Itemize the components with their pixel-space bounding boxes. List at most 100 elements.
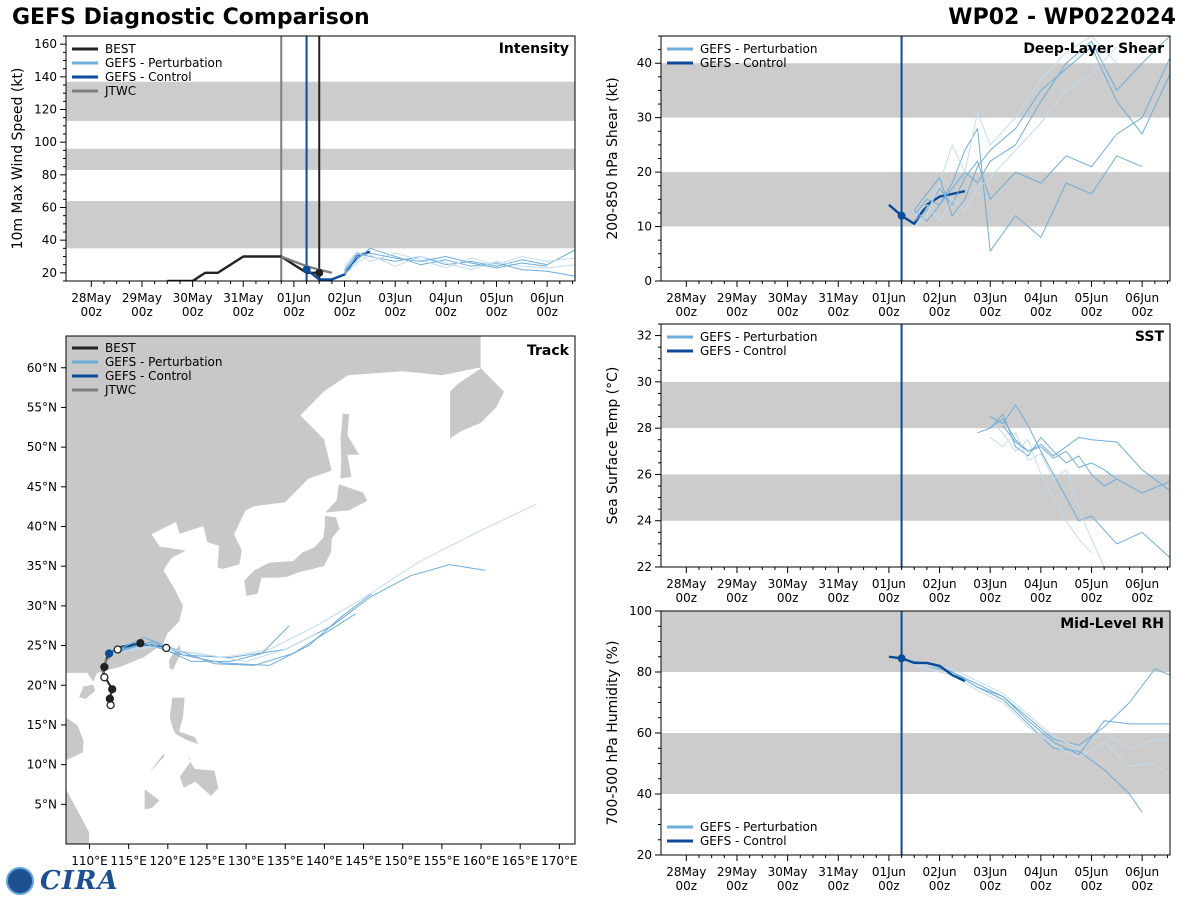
shear-x-tick-label: 04Jun [1024, 291, 1058, 305]
intensity-legend-label: JTWC [104, 84, 136, 98]
sst-y-tick-label: 24 [637, 514, 652, 528]
shear-title: Deep-Layer Shear [1023, 41, 1164, 57]
intensity-x-tick-sublabel: 00z [182, 305, 204, 319]
shear-y-tick-label: 10 [637, 220, 652, 234]
sst-x-tick-sublabel: 00z [676, 591, 698, 605]
shear-y-tick-label: 20 [637, 165, 652, 179]
shear-x-tick-label: 02Jun [923, 291, 957, 305]
intensity-series-line [167, 255, 320, 281]
intensity-x-tick-label: 30May [173, 291, 213, 305]
shear-x-tick-sublabel: 00z [1030, 305, 1052, 319]
intensity-marker [315, 268, 324, 277]
shear-x-tick-label: 29May [717, 291, 757, 305]
sst-ylabel: Sea Surface Temp (°C) [605, 367, 621, 525]
intensity-x-tick-sublabel: 00z [81, 305, 103, 319]
track-legend-label: GEFS - Perturbation [105, 355, 222, 369]
intensity-y-tick-label: 60 [42, 201, 57, 215]
track-marker [105, 694, 115, 703]
shear-x-tick-sublabel: 00z [827, 305, 849, 319]
intensity-x-tick-label: 02Jun [328, 291, 362, 305]
track-marker [108, 685, 117, 694]
shear-x-tick-label: 03Jun [973, 291, 1007, 305]
sst-title: SST [1135, 329, 1165, 345]
shear-x-tick-sublabel: 00z [878, 305, 900, 319]
rh-y-tick-label: 100 [629, 604, 652, 618]
intensity-y-tick-label: 40 [42, 233, 57, 247]
intensity-x-tick-label: 01Jun [277, 291, 311, 305]
sst-series-line [989, 404, 1170, 559]
rh-series-line [901, 659, 1170, 749]
rh-title: Mid-Level RH [1060, 616, 1164, 632]
track-map-area [66, 336, 575, 844]
shear-legend-label: GEFS - Perturbation [700, 42, 817, 56]
intensity-series-line [344, 252, 548, 272]
shear-series-line [913, 57, 1170, 222]
sst-x-tick-label: 01Jun [872, 577, 906, 591]
rh-ylabel: 700-500 hPa Humidity (%) [605, 641, 621, 826]
track-y-tick-label: 5°N [34, 797, 57, 811]
track-x-tick-label: 135°E [267, 854, 304, 868]
intensity-band [66, 148, 575, 170]
land-mass [339, 412, 361, 480]
intensity-y-tick-label: 20 [42, 266, 57, 280]
intensity-x-tick-sublabel: 00z [486, 305, 508, 319]
chart-sst: 22242628303228May00z29May00z30May00z31Ma… [605, 323, 1171, 605]
sst-y-tick-label: 26 [637, 467, 652, 481]
sst-x-tick-label: 28May [666, 577, 706, 591]
rh-x-tick-sublabel: 00z [827, 879, 849, 893]
intensity-y-tick-label: 140 [34, 70, 57, 84]
intensity-x-tick-sublabel: 00z [232, 305, 254, 319]
sst-x-tick-sublabel: 00z [878, 591, 900, 605]
track-y-tick-label: 50°N [27, 440, 57, 454]
intensity-title: Intensity [499, 41, 569, 57]
track-y-tick-label: 40°N [27, 520, 57, 534]
intensity-legend-label: GEFS - Perturbation [105, 56, 222, 70]
rh-legend-label: GEFS - Control [700, 834, 787, 848]
track-marker [104, 649, 114, 658]
shear-x-tick-label: 06Jun [1125, 291, 1159, 305]
track-marker [100, 673, 109, 682]
intensity-x-tick-sublabel: 00z [384, 305, 406, 319]
track-x-tick-label: 150°E [384, 854, 421, 868]
intensity-marker [302, 265, 311, 274]
land-mass [66, 336, 482, 684]
sst-series-line [977, 418, 1170, 492]
noaa-seal-icon [6, 867, 34, 895]
sst-x-tick-sublabel: 00z [1081, 591, 1103, 605]
cira-logo: CIRA [6, 866, 119, 896]
sst-y-tick-label: 32 [637, 329, 652, 343]
track-marker [136, 639, 145, 648]
track-x-tick-label: 120°E [150, 854, 187, 868]
shear-ylabel: 200-850 hPa Shear (kt) [605, 77, 621, 239]
intensity-x-tick-label: 03Jun [378, 291, 412, 305]
track-x-tick-label: 110°E [71, 854, 108, 868]
land-mass [323, 483, 369, 514]
intensity-series-line [344, 249, 575, 270]
intensity-x-tick-sublabel: 00z [283, 305, 305, 319]
storm-id-title: WP02 - WP022024 [948, 5, 1176, 30]
rh-x-tick-label: 05Jun [1074, 865, 1108, 879]
sst-x-tick-label: 04Jun [1024, 577, 1058, 591]
intensity-x-tick-label: 31May [223, 291, 263, 305]
shear-x-tick-sublabel: 00z [929, 305, 951, 319]
rh-x-tick-sublabel: 00z [726, 879, 748, 893]
track-series-line [112, 593, 372, 666]
track-x-tick-label: 155°E [424, 854, 461, 868]
sst-legend-label: GEFS - Control [700, 344, 787, 358]
track-y-tick-label: 30°N [27, 599, 57, 613]
sst-series-line [989, 420, 1092, 554]
sst-x-tick-sublabel: 00z [929, 591, 951, 605]
rh-x-tick-sublabel: 00z [929, 879, 951, 893]
rh-x-tick-label: 28May [666, 865, 706, 879]
intensity-x-tick-sublabel: 00z [536, 305, 558, 319]
sst-frame [660, 323, 1171, 568]
chart-intensity: 2040608010012014016028May00z29May00z30Ma… [10, 35, 576, 319]
shear-x-tick-sublabel: 00z [1081, 305, 1103, 319]
sst-legend-label: GEFS - Perturbation [700, 330, 817, 344]
rh-y-tick-label: 40 [637, 787, 652, 801]
rh-x-tick-label: 02Jun [923, 865, 957, 879]
track-legend-label: JTWC [104, 383, 136, 397]
track-y-tick-label: 10°N [27, 758, 57, 772]
cira-wordmark: CIRA [40, 866, 119, 896]
intensity-series-line [344, 254, 575, 275]
